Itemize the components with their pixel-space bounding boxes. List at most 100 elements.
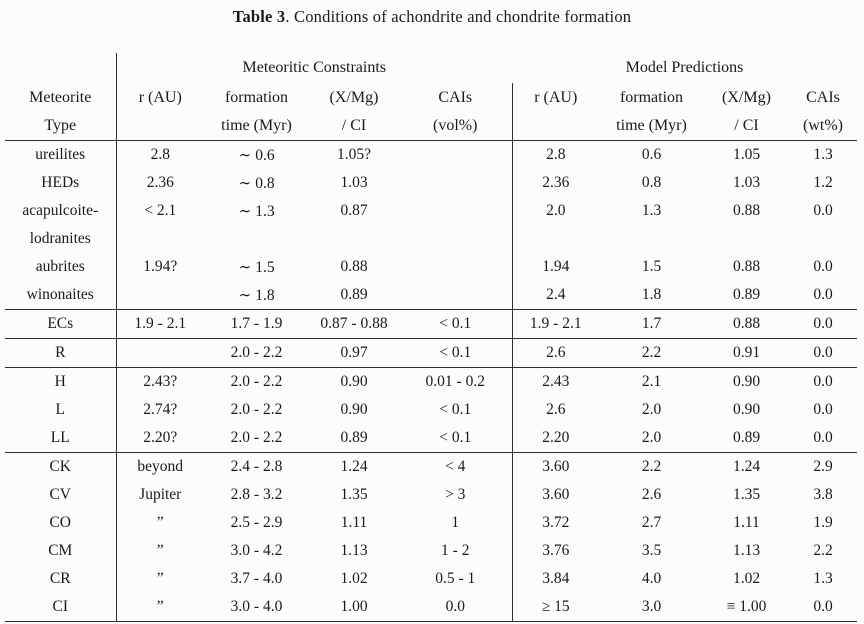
value-cell: 0.90 — [732, 401, 761, 418]
value-cell: 1.94? — [143, 258, 178, 275]
row-label-cell: CK — [5, 452, 117, 481]
col-header: Type — [5, 112, 117, 141]
value-cell: < 0.1 — [399, 309, 513, 339]
row-label-cell: HEDs — [5, 169, 117, 197]
value-cell: 1.3 — [641, 202, 662, 219]
value-cell: < 0.1 — [399, 338, 513, 368]
value-cell: ≡ 1.00 — [704, 593, 789, 622]
value-cell: 1.02 — [732, 570, 761, 587]
value-cell: 1.94 — [542, 258, 570, 275]
value-cell: 1.24 — [704, 452, 789, 481]
value-cell: < 0.1 — [399, 396, 513, 424]
value-cell: 0.01 - 0.2 — [399, 367, 513, 396]
value-cell: 0.97 — [309, 338, 399, 368]
value-cell: 1.24 — [309, 452, 399, 481]
value-cell: 0.88 — [704, 309, 789, 339]
col-header: (vol%) — [399, 112, 513, 141]
value-cell: 0.5 - 1 — [399, 565, 513, 593]
value-cell: 3.0 - 4.0 — [204, 593, 309, 622]
row-label-cell: R — [5, 338, 117, 368]
table-row: R 2.0 - 2.2 0.97 < 0.1 2.6 2.2 0.91 0.0 — [5, 338, 857, 368]
value-cell: 0.88 — [340, 258, 368, 275]
value-cell: Jupiter — [139, 486, 182, 503]
value-cell: 2.6 — [546, 401, 566, 418]
value-cell: < 0.1 — [399, 424, 513, 453]
value-cell: 0.89 — [340, 286, 368, 303]
value-cell: 1.2 — [813, 174, 833, 191]
value-cell: 1.7 - 1.9 — [204, 309, 309, 339]
table-caption-number: Table 3 — [232, 7, 286, 26]
value-cell: 1.03 — [340, 174, 368, 191]
value-cell: 0.8 — [641, 174, 662, 191]
value-cell — [399, 225, 513, 253]
value-cell: 2.0 — [546, 202, 566, 219]
value-cell: 1.11 — [340, 514, 368, 531]
value-cell: 2.20? — [143, 429, 178, 446]
value-cell: > 3 — [399, 481, 513, 509]
value-cell: 1.03 — [732, 174, 761, 191]
value-cell: 0.0 — [789, 593, 857, 622]
value-cell: 3.76 — [542, 542, 570, 559]
value-cell: 1.3 — [813, 146, 833, 163]
value-cell: 1.13 — [732, 542, 761, 559]
value-cell: 1.35 — [340, 486, 368, 503]
value-cell: 3.60 — [512, 452, 599, 481]
value-cell: 2.2 — [599, 338, 704, 368]
value-cell: 0.0 — [399, 593, 513, 622]
value-cell: 1.02 — [340, 570, 368, 587]
col-header: / CI — [704, 112, 789, 141]
value-cell: 0.0 — [813, 202, 833, 219]
value-cell: 0.90 — [309, 367, 399, 396]
value-cell: 3.60 — [542, 486, 570, 503]
value-cell: 1.5 — [641, 258, 662, 275]
table-row: ureilites 2.8 ∼ 0.6 1.05? 2.8 0.6 1.05 1.3 — [5, 140, 857, 169]
value-cell: 2.0 — [641, 401, 662, 418]
value-cell — [116, 338, 204, 368]
group-header-spacer — [5, 53, 117, 83]
value-cell: 1.11 — [733, 514, 760, 531]
value-cell: 1.05 — [732, 146, 761, 163]
value-cell: 1.9 - 2.1 — [512, 309, 599, 339]
value-cell: 2.36 — [146, 174, 174, 191]
col-header: CAIs — [399, 83, 513, 112]
table-row: CK beyond 2.4 - 2.8 1.24 < 4 3.60 2.2 1.24 2.9 — [5, 452, 857, 481]
value-cell: 0.89 — [340, 429, 368, 446]
value-cell: 2.0 - 2.2 — [204, 338, 309, 368]
value-cell: 2.5 - 2.9 — [230, 514, 283, 531]
value-cell: 2.6 — [641, 486, 662, 503]
value-cell: 3.0 — [599, 593, 704, 622]
col-header: CAIs — [806, 88, 840, 106]
table-row: aubrites 1.94? ∼ 1.5 0.88 1.94 1.5 0.88 0.0 — [5, 253, 857, 281]
value-cell — [116, 225, 204, 253]
value-cell: 3.5 — [641, 542, 662, 559]
col-header: r (AU) — [138, 88, 182, 106]
value-cell: 0.88 — [732, 258, 761, 275]
row-label-cell: ECs — [5, 309, 117, 339]
table-row: HEDs 2.36 ∼ 0.8 1.03 2.36 0.8 1.03 1.2 — [5, 169, 857, 197]
value-cell: 2.20 — [542, 429, 570, 446]
value-cell: 2.0 - 2.2 — [230, 401, 283, 418]
value-cell — [599, 225, 704, 253]
col-header: formation — [619, 88, 684, 106]
table-row: winonaites ∼ 1.8 0.89 2.4 1.8 0.89 0.0 — [5, 281, 857, 310]
table-caption-text: . Conditions of achondrite and chondrite… — [285, 7, 632, 26]
table-caption: Table 3. Conditions of achondrite and ch… — [0, 0, 864, 27]
value-cell: 0.88 — [732, 202, 761, 219]
value-cell: 3.84 — [542, 570, 570, 587]
value-cell: 0.90 — [704, 367, 789, 396]
value-cell: ∼ 1.8 — [238, 286, 275, 304]
value-cell: 0.87 — [340, 202, 368, 219]
value-cell: 2.0 — [641, 429, 662, 446]
value-cell: 0.0 — [813, 401, 833, 418]
value-cell — [399, 169, 513, 197]
value-cell: 2.9 — [789, 452, 857, 481]
value-cell: 1.9 - 2.1 — [116, 309, 204, 339]
value-cell: 2.1 — [599, 367, 704, 396]
table-row: LL 2.20? 2.0 - 2.2 0.89 < 0.1 2.20 2.0 0.89 0.0 — [5, 424, 857, 453]
value-cell — [704, 225, 789, 253]
value-cell: beyond — [116, 452, 204, 481]
column-header-row-2: Type time (Myr) / CI (vol%) time (Myr) /… — [5, 112, 857, 141]
col-header: (X/Mg) — [329, 88, 379, 106]
table-row: CM ” 3.0 - 4.2 1.13 1 - 2 3.76 3.5 1.13 2.2 — [5, 537, 857, 565]
value-cell: 2.8 - 3.2 — [230, 486, 283, 503]
